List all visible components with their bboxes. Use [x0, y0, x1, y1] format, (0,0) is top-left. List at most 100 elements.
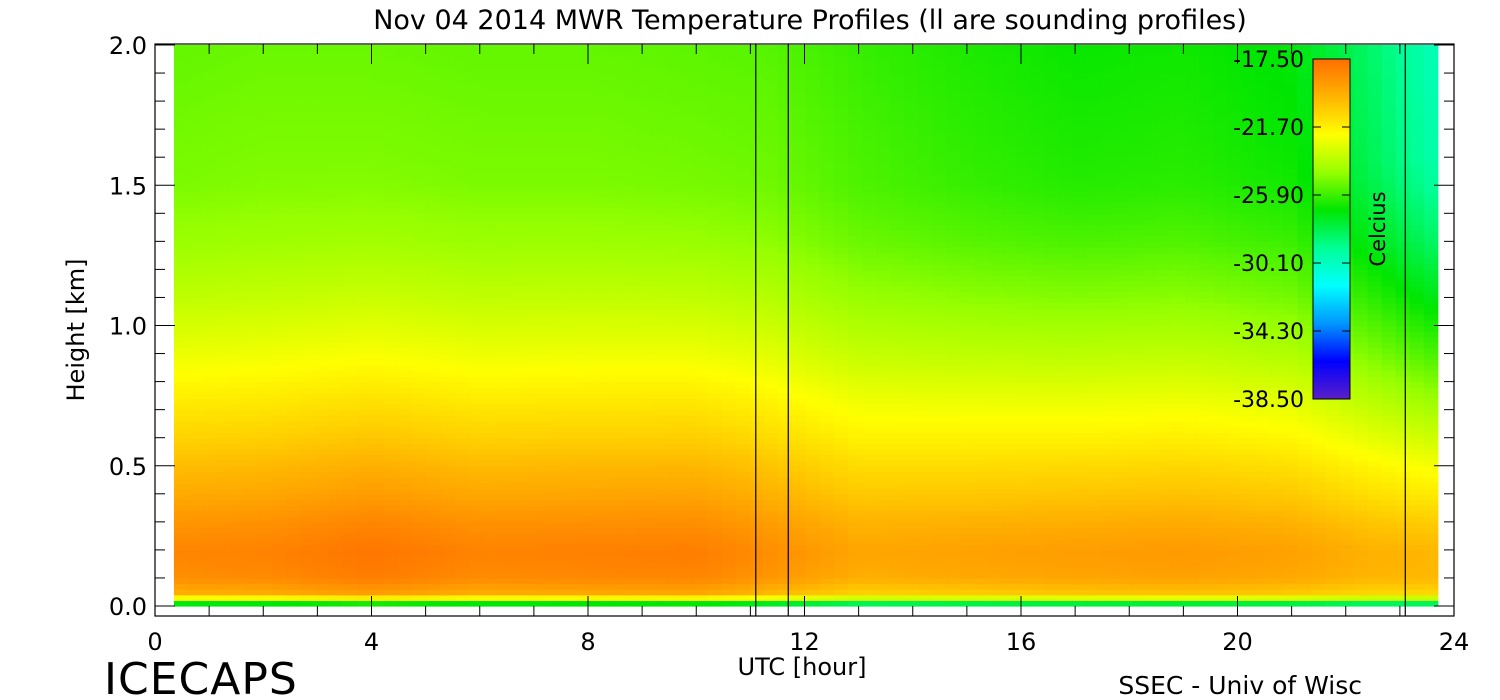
- heatmap-cell: [679, 325, 695, 332]
- heatmap-cell: [510, 392, 526, 400]
- heatmap-cell: [370, 84, 386, 91]
- heatmap-cell: [763, 213, 779, 220]
- heatmap-cell: [314, 207, 330, 214]
- heatmap-cell: [525, 476, 540, 484]
- heatmap-cell: [581, 151, 596, 158]
- heatmap-cell: [595, 510, 610, 517]
- heatmap-cell: [216, 600, 231, 607]
- heatmap-cell: [609, 398, 624, 405]
- heatmap-cell: [735, 67, 751, 74]
- heatmap-cell: [609, 589, 624, 596]
- heatmap-cell: [749, 409, 765, 416]
- heatmap-cell: [763, 347, 779, 355]
- heatmap-cell: [440, 263, 456, 270]
- heatmap-cell: [496, 577, 512, 585]
- heatmap-cell: [468, 493, 484, 501]
- heatmap-cell: [356, 443, 372, 450]
- heatmap-cell: [665, 544, 681, 551]
- heatmap-cell: [693, 375, 709, 383]
- heatmap-cell: [735, 207, 751, 214]
- heatmap-cell: [665, 269, 681, 276]
- heatmap-cell: [791, 196, 807, 203]
- heatmap-cell: [286, 432, 301, 439]
- heatmap-cell: [482, 347, 498, 355]
- heatmap-cell: [356, 533, 372, 540]
- heatmap-cell: [272, 465, 287, 472]
- heatmap-cell: [356, 297, 372, 304]
- heatmap-cell: [567, 364, 582, 371]
- heatmap-cell: [679, 359, 695, 366]
- heatmap-cell: [623, 230, 638, 237]
- heatmap-cell: [300, 134, 315, 141]
- heatmap-cell: [735, 174, 751, 181]
- heatmap-cell: [595, 286, 610, 293]
- heatmap-cell: [749, 45, 765, 52]
- heatmap-cell: [567, 538, 582, 545]
- heatmap-cell: [679, 471, 695, 478]
- heatmap-cell: [510, 174, 526, 181]
- heatmap-cell: [553, 353, 568, 360]
- heatmap-cell: [609, 112, 624, 119]
- heatmap-cell: [356, 516, 372, 523]
- heatmap-cell: [749, 101, 765, 108]
- heatmap-cell: [482, 179, 498, 186]
- heatmap-cell: [468, 179, 484, 186]
- heatmap-cell: [693, 280, 709, 287]
- heatmap-cell: [791, 561, 807, 568]
- heatmap-cell: [763, 145, 779, 153]
- heatmap-cell: [258, 151, 273, 158]
- heatmap-cell: [623, 387, 638, 394]
- heatmap-cell: [763, 56, 779, 63]
- heatmap-cell: [244, 50, 259, 57]
- heatmap-cell: [609, 353, 624, 360]
- heatmap-cell: [440, 471, 456, 478]
- heatmap-cell: [454, 117, 470, 125]
- heatmap-cell: [482, 589, 498, 596]
- heatmap-cell: [763, 151, 779, 158]
- heatmap-cell: [651, 325, 667, 332]
- heatmap-cell: [693, 202, 709, 209]
- heatmap-cell: [609, 319, 624, 327]
- heatmap-cell: [286, 577, 301, 585]
- heatmap-cell: [314, 364, 330, 371]
- heatmap-cell: [735, 544, 751, 551]
- heatmap-cell: [791, 190, 807, 198]
- heatmap-cell: [735, 190, 751, 198]
- heatmap-cell: [314, 202, 330, 209]
- heatmap-cell: [314, 505, 330, 512]
- heatmap-cell: [412, 202, 428, 209]
- heatmap-cell: [454, 454, 470, 461]
- heatmap-cell: [216, 454, 231, 461]
- heatmap-cell: [187, 347, 203, 355]
- heatmap-cell: [272, 263, 287, 270]
- heatmap-cell: [581, 432, 596, 439]
- heatmap-cell: [426, 325, 442, 332]
- heatmap-cell: [525, 398, 540, 405]
- heatmap-cell: [230, 101, 245, 108]
- heatmap-cell: [384, 275, 400, 282]
- heatmap-cell: [847, 448, 863, 456]
- heatmap-cell: [272, 415, 287, 422]
- heatmap-cell: [244, 566, 259, 573]
- heatmap-cell: [693, 482, 709, 489]
- heatmap-cell: [216, 308, 231, 315]
- heatmap-cell: [735, 336, 751, 343]
- heatmap-cell: [651, 398, 667, 405]
- heatmap-cell: [735, 600, 751, 607]
- heatmap-cell: [412, 213, 428, 220]
- heatmap-cell: [286, 218, 301, 226]
- heatmap-cell: [314, 566, 330, 573]
- heatmap-cell: [328, 112, 344, 119]
- heatmap-cell: [173, 174, 189, 181]
- heatmap-cell: [216, 561, 231, 568]
- heatmap-cell: [426, 185, 442, 192]
- heatmap-cell: [595, 246, 610, 254]
- heatmap-cell: [286, 594, 301, 601]
- heatmap-cell: [707, 179, 723, 186]
- heatmap-cell: [749, 78, 765, 85]
- heatmap-cell: [356, 549, 372, 557]
- heatmap-cell: [272, 286, 287, 293]
- heatmap-cell: [567, 56, 582, 63]
- heatmap-cell: [525, 106, 540, 113]
- heatmap-cell: [805, 471, 821, 478]
